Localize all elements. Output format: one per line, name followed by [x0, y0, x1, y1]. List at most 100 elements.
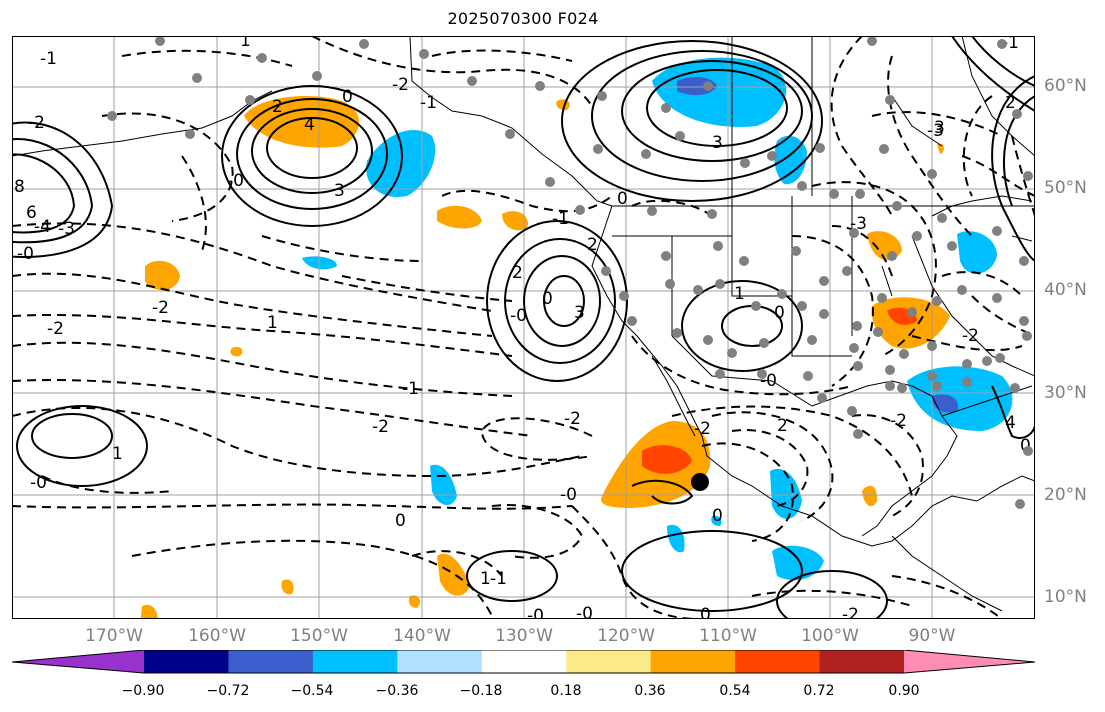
contour-label: 1 [112, 444, 123, 464]
contour-label: -0 [560, 485, 577, 505]
contour-label: 4 [304, 115, 315, 135]
colorbar-segment [819, 650, 905, 673]
contour-label: 0 [1020, 436, 1031, 456]
contour-label: -2 [152, 298, 169, 318]
contour-label: -2 [890, 411, 907, 431]
contour-label: 1 [267, 313, 278, 333]
contour-label: -2 [842, 605, 859, 619]
colorbar-segment [397, 650, 483, 673]
lat-label-60n: 60°N [1044, 76, 1087, 96]
contour-label: 0 [395, 511, 406, 531]
weather-map: -1 -2 4 0 1 2 3 -0 3 0 -2 -1 -3 2 -1 1 6… [12, 36, 1035, 619]
contour-label: 3 [712, 133, 723, 153]
contour-label: 1 [734, 284, 745, 304]
solid-contours [12, 36, 1035, 619]
contour-label: 2 [587, 235, 598, 255]
contour-label: -2 [392, 75, 409, 95]
contour-label: 0 [700, 605, 711, 619]
vertical-velocity-fills [140, 57, 1013, 619]
colorbar-segment [904, 650, 1035, 673]
contour-label: -1 [490, 569, 507, 589]
contour-label: 2 [512, 263, 523, 283]
contour-label: -2 [962, 326, 979, 346]
contour-label: -3 [927, 121, 944, 141]
contour-label: 0 [542, 289, 553, 309]
lat-label-30n: 30°N [1044, 383, 1087, 403]
colorbar-tick-label: 0.36 [634, 683, 666, 699]
map-title: 2025070300 F024 [447, 9, 599, 28]
lon-label-170w: 170°W [85, 626, 143, 646]
contour-label: -2 [564, 409, 581, 429]
colorbar-segment [228, 650, 314, 673]
contour-label: 3 [334, 181, 345, 201]
colorbar-segment [566, 650, 652, 673]
lon-label-140w: 140°W [393, 626, 451, 646]
lon-label-160w: 160°W [188, 626, 246, 646]
contour-label: -1 [420, 93, 437, 113]
contour-label: -0 [527, 606, 544, 619]
contour-label: -2 [694, 419, 711, 439]
colorbar-tick-label: −0.72 [206, 683, 250, 699]
contour-label: 0 [617, 189, 628, 209]
colorbar-segment [481, 650, 567, 673]
contour-label: 0 [712, 506, 723, 526]
contour-label: 4 [1005, 413, 1016, 433]
contour-label: -3 [58, 219, 75, 239]
contour-label: -4 [34, 217, 51, 237]
lat-label-50n: 50°N [1044, 178, 1087, 198]
lat-lon-gridlines [12, 36, 1035, 619]
colorbar-segment [650, 650, 736, 673]
colorbar-segment [144, 650, 229, 673]
contour-label: 2 [272, 97, 283, 117]
colorbar-tick-label: 0.54 [719, 683, 751, 699]
lon-label-120w: 120°W [597, 626, 655, 646]
contour-labels: -1 -2 4 0 1 2 3 -0 3 0 -2 -1 -3 2 -1 1 6… [14, 36, 1031, 619]
colorbar-tick-label: 0.90 [888, 683, 920, 699]
contour-label: 6 [26, 203, 37, 223]
lon-label-130w: 130°W [495, 626, 553, 646]
colorbar [12, 650, 1036, 674]
contour-label: -2 [47, 319, 64, 339]
contour-label: 3 [574, 303, 585, 323]
lon-label-100w: 100°W [801, 626, 859, 646]
colorbar-segment [735, 650, 821, 673]
contour-label: -0 [227, 171, 244, 191]
surface-low-marker [691, 473, 709, 491]
contour-label: -0 [17, 244, 34, 264]
contour-label: -0 [576, 604, 593, 619]
colorbar-tick-label: 0.18 [550, 683, 582, 699]
contour-label: 1 [480, 569, 491, 589]
contour-label: -1 [402, 379, 419, 399]
coastlines-and-borders [12, 36, 1035, 612]
contour-label: 2 [777, 416, 788, 436]
colorbar-segment [12, 650, 144, 673]
lon-label-90w: 90°W [908, 626, 956, 646]
lat-label-20n: 20°N [1044, 485, 1087, 505]
colorbar-tick-label: −0.90 [121, 683, 165, 699]
colorbar-tick-label: 0.72 [803, 683, 835, 699]
contour-label: -0 [510, 306, 527, 326]
contour-label: -2 [28, 113, 45, 133]
contour-label: 2 [1005, 93, 1016, 113]
colorbar-segment [312, 650, 398, 673]
station-markers [107, 36, 1033, 509]
colorbar-tick-label: −0.18 [459, 683, 503, 699]
contour-label: 0 [342, 87, 353, 107]
contour-label: 3 [934, 118, 945, 138]
lon-label-110w: 110°W [699, 626, 757, 646]
contour-label: -2 [372, 417, 389, 437]
contour-label: -1 [552, 209, 569, 229]
contour-label: -1 [1002, 36, 1019, 53]
lat-label-10n: 10°N [1044, 587, 1087, 607]
lat-label-40n: 40°N [1044, 280, 1087, 300]
colorbar-tick-label: −0.36 [375, 683, 419, 699]
colorbar-tick-label: −0.54 [290, 683, 334, 699]
contour-label: 8 [14, 177, 25, 197]
contour-label: -0 [30, 473, 47, 493]
contour-label: 1 [240, 36, 251, 51]
contour-label: 0 [774, 303, 785, 323]
lon-label-150w: 150°W [290, 626, 348, 646]
dashed-contours [12, 36, 1035, 619]
contour-label: -1 [40, 49, 57, 69]
map-frame [12, 36, 1035, 619]
